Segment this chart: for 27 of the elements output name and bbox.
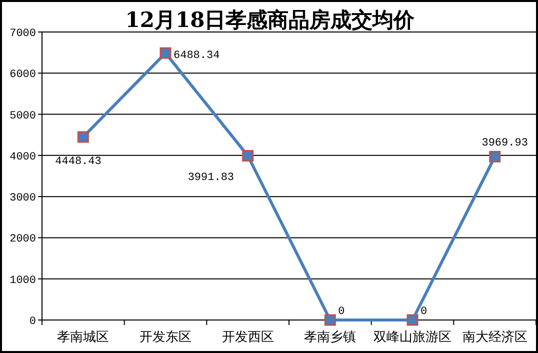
y-tick-label: 1000	[10, 274, 36, 287]
x-tick-label: 孝南城区	[57, 330, 110, 345]
x-tick-label: 开发西区	[222, 330, 274, 345]
y-tick-label: 5000	[10, 110, 36, 122]
y-tick-label: 7000	[10, 28, 36, 40]
point	[242, 150, 254, 162]
data-label: 0	[338, 306, 345, 318]
point	[324, 314, 336, 326]
data-label: 3969.93	[482, 138, 528, 150]
x-tick-label: 南大经济区	[462, 330, 528, 345]
data-label: 0	[420, 306, 428, 318]
y-tick-label: 3000	[10, 192, 36, 205]
y-tick-label: 0	[29, 316, 36, 328]
point	[406, 314, 418, 326]
point	[160, 47, 172, 59]
y-tick-label: 6000	[10, 69, 36, 82]
y-tick-label: 4000	[10, 151, 36, 164]
x-tick-label: 孝南乡镇	[304, 330, 356, 345]
data-label: 3991.83	[188, 172, 234, 184]
x-tick-label: 开发东区	[140, 330, 192, 345]
chart-title: 12月18日孝感商品房成交均价	[125, 7, 416, 32]
data-label: 4448.43	[55, 156, 102, 168]
y-tick-label: 2000	[10, 234, 36, 246]
point	[489, 150, 501, 162]
data-label: 6488.34	[174, 50, 220, 62]
point	[77, 131, 89, 143]
x-tick-label: 双峰山旅游区	[374, 330, 452, 345]
